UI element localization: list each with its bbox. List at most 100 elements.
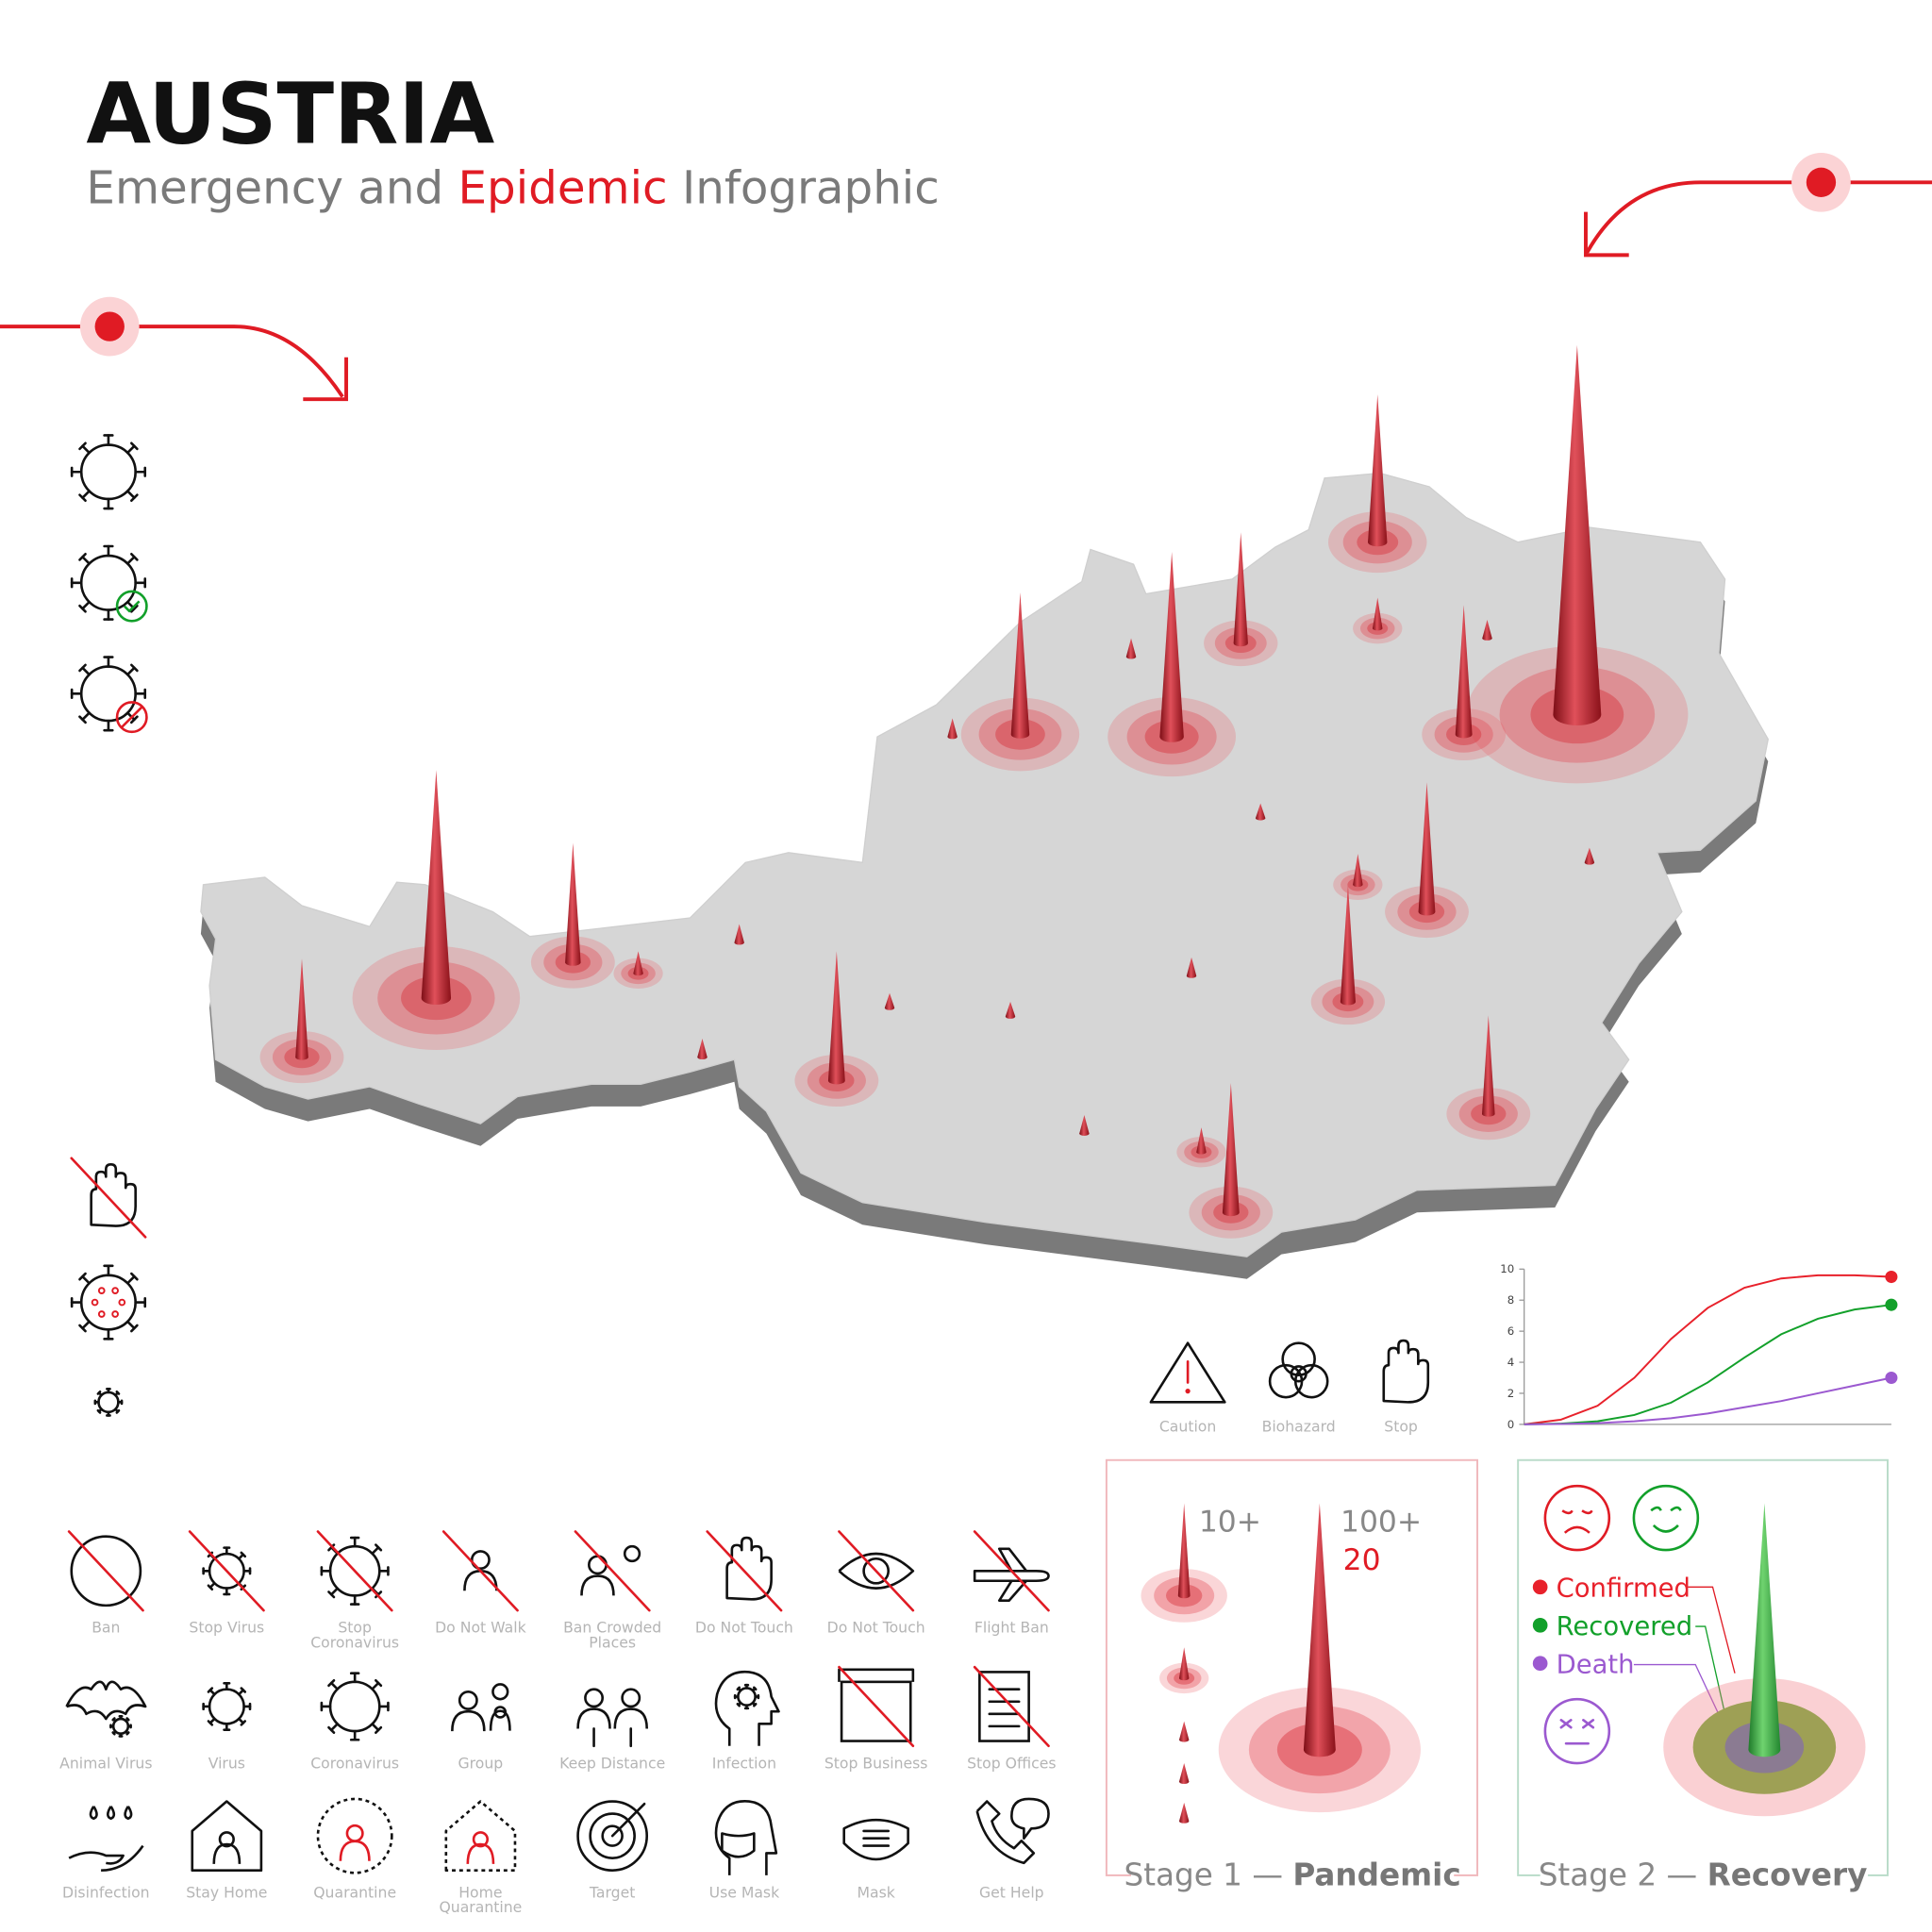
- icon-stroke: [67, 1530, 144, 1612]
- map: [200, 344, 1769, 1279]
- icon-stroke: [125, 444, 136, 455]
- icon-stroke: [736, 1702, 741, 1707]
- y-tick-label: 0: [1507, 1418, 1514, 1431]
- icon-stroke: [973, 1665, 1050, 1748]
- icon-label: Stop Virus: [189, 1619, 264, 1637]
- icon-stroke: [78, 604, 87, 613]
- icon-stroke: [78, 1272, 87, 1281]
- icon-dot: [358, 1557, 363, 1562]
- icon-stroke: [371, 1681, 380, 1690]
- icon-dot: [92, 469, 98, 475]
- icon-stroke: [207, 1720, 214, 1726]
- icon-stroke: [371, 1723, 380, 1732]
- icon-stroke: [1652, 1524, 1679, 1533]
- icon-stroke: [130, 663, 139, 673]
- spike: [1418, 782, 1436, 916]
- icon-stroke: [470, 1550, 491, 1570]
- map-face: [200, 472, 1769, 1257]
- spike: [734, 924, 744, 945]
- stage1-threshold: 10+: [1199, 1506, 1261, 1540]
- icon-dot: [216, 1705, 220, 1708]
- icon-stroke: [623, 1544, 641, 1563]
- spike: [1178, 1763, 1190, 1785]
- legend-dot: [1532, 1617, 1548, 1633]
- icon-dot: [216, 1569, 220, 1573]
- icon-stroke: [240, 1720, 247, 1726]
- icon-stroke: [975, 1800, 1036, 1865]
- spike: [1233, 532, 1248, 647]
- legend-label: Death: [1557, 1651, 1635, 1680]
- icon-stroke: [111, 1731, 116, 1736]
- icon-stroke: [838, 1530, 915, 1612]
- spike: [1373, 597, 1383, 631]
- spike: [1553, 344, 1602, 726]
- icon-label: Biohazard: [1262, 1418, 1336, 1436]
- icon-dot: [97, 1287, 106, 1294]
- icon-stroke: [240, 1551, 247, 1558]
- icon-stroke: [316, 1797, 393, 1874]
- icon-dot: [92, 580, 98, 586]
- icon-stroke: [81, 711, 91, 722]
- icon-stroke: [714, 1670, 780, 1746]
- icon-label: Mask: [857, 1883, 895, 1901]
- icon-dot: [112, 591, 118, 597]
- legend-dot: [1532, 1656, 1548, 1672]
- arrow-left: [0, 325, 344, 398]
- line-chart: 0 2 4 6 8 10 Confirmed Recovered Death: [1500, 1262, 1898, 1744]
- series-line: [1524, 1274, 1891, 1425]
- icon-stroke: [327, 1678, 336, 1688]
- icon-stroke: [218, 1831, 235, 1848]
- icon-stroke: [125, 490, 136, 499]
- icon-stroke: [65, 1680, 147, 1721]
- stage2-label: Stage 2 — Recovery: [1539, 1857, 1868, 1892]
- icon-stroke: [125, 666, 136, 676]
- spike: [1368, 393, 1388, 547]
- icon-dot: [119, 580, 125, 586]
- icon-stroke: [375, 1725, 383, 1734]
- icon-stroke: [81, 1320, 91, 1330]
- series-line: [1524, 1304, 1892, 1425]
- icon-stroke: [721, 1832, 756, 1858]
- icon-stroke: [125, 1717, 130, 1722]
- icon-dot: [99, 481, 105, 487]
- icon-stroke: [81, 556, 91, 565]
- icon-dot: [99, 591, 105, 597]
- y-tick-label: 8: [1507, 1293, 1514, 1307]
- icon-stroke: [130, 604, 139, 613]
- icon-dot: [234, 1705, 238, 1708]
- icon-dot: [741, 1696, 743, 1698]
- icon-stroke: [463, 1570, 498, 1591]
- icon-stroke: [96, 1390, 102, 1395]
- leader: [1688, 1586, 1736, 1674]
- icon-stroke: [78, 493, 87, 503]
- icon-stroke: [589, 1812, 636, 1859]
- series-line: [1524, 1376, 1892, 1425]
- icon-stroke: [70, 1535, 142, 1607]
- icon-stroke: [588, 1555, 608, 1575]
- icon-label: Ban: [92, 1619, 120, 1637]
- icon-stroke: [78, 1324, 87, 1333]
- icon-dot: [340, 1569, 344, 1574]
- icon-stroke: [621, 1688, 641, 1708]
- icon-label: Coronavirus: [310, 1633, 399, 1651]
- icon-dot: [358, 1715, 363, 1720]
- icon-stroke: [106, 1806, 116, 1821]
- icon-stroke: [371, 1546, 380, 1556]
- y-tick-label: 2: [1507, 1387, 1514, 1400]
- icon-dot: [111, 1287, 119, 1294]
- icon-label: Stop Offices: [967, 1754, 1056, 1772]
- icon-stroke: [327, 1591, 336, 1599]
- icon-stroke: [1010, 1797, 1050, 1840]
- icon-stroke: [124, 1806, 133, 1821]
- icon-stroke: [212, 1842, 242, 1864]
- icon-stroke: [78, 553, 87, 561]
- icon-stroke: [81, 490, 91, 499]
- icon-stroke: [838, 1665, 915, 1748]
- arrow-head: [303, 357, 348, 402]
- icon-dot: [365, 1704, 370, 1708]
- icon-label: Virus: [208, 1754, 245, 1772]
- icon-dot: [99, 568, 105, 574]
- spike: [1455, 605, 1473, 739]
- icon-stroke: [90, 1162, 137, 1227]
